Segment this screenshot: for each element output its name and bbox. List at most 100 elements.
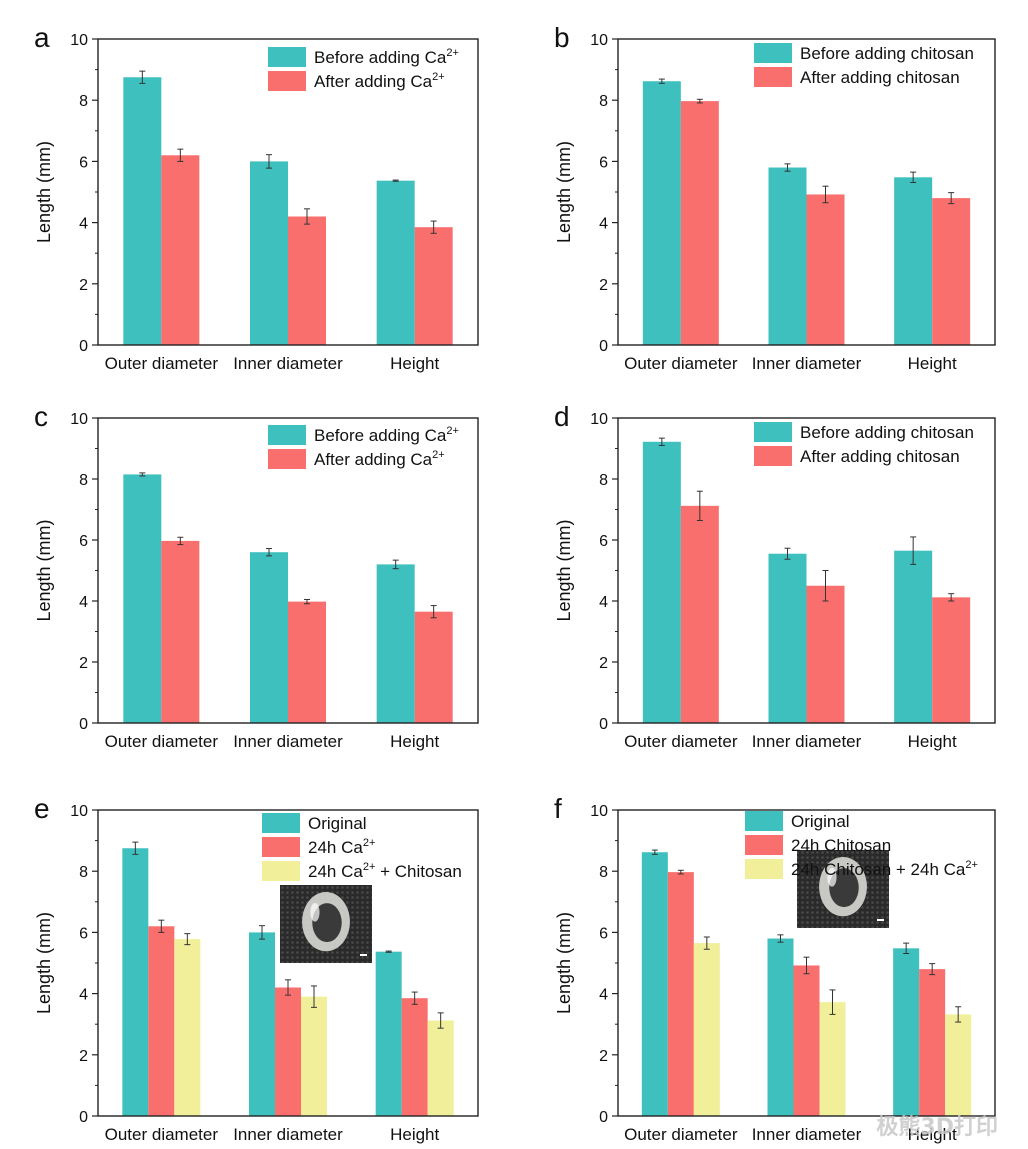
bar	[641, 852, 668, 1116]
y-tick-label: 8	[79, 864, 88, 881]
legend-label: Before adding chitosan	[800, 44, 974, 63]
bar	[122, 848, 149, 1116]
y-tick-label: 2	[79, 1048, 88, 1065]
bar	[768, 553, 807, 723]
chart-f: f 0 2 4 6 8 10 Length (mm) Outer diameter Inner d…	[554, 793, 996, 1144]
y-axis-label: Length (mm)	[34, 912, 54, 1014]
legend-swatch	[754, 43, 792, 63]
chart-b: b 0 2 4 6 8 10 Length (mm) Outer diameter Inner d…	[554, 22, 996, 373]
x-tick-label: Height	[908, 732, 957, 751]
bar	[427, 1020, 454, 1116]
y-tick-label: 8	[79, 472, 88, 489]
x-tick-label: Outer diameter	[105, 1125, 219, 1144]
y-axis-label: Length (mm)	[34, 141, 54, 243]
bar	[250, 161, 288, 345]
legend-swatch	[268, 449, 306, 469]
bar	[375, 951, 402, 1116]
y-tick-label: 0	[79, 1109, 88, 1126]
inset-photo	[797, 850, 889, 928]
y-tick-label: 10	[590, 32, 608, 49]
legend-swatch	[745, 811, 783, 831]
bar	[250, 552, 288, 723]
legend-label: After adding chitosan	[800, 68, 960, 87]
panel-label: e	[34, 793, 50, 824]
bar	[414, 611, 453, 723]
scale-bar	[877, 919, 884, 921]
y-tick-label: 10	[70, 32, 88, 49]
bar	[767, 938, 794, 1116]
chart-a: a 0 2 4 6 8 10 Length (mm) Outer diameter Inner d…	[34, 22, 479, 373]
x-tick-label: Outer diameter	[624, 1125, 738, 1144]
y-tick-label: 6	[79, 925, 88, 942]
bar	[919, 969, 946, 1116]
plot-frame	[97, 417, 479, 724]
x-tick-label: Outer diameter	[105, 354, 219, 373]
legend-label: After adding chitosan	[800, 447, 960, 466]
y-tick-label: 4	[79, 594, 88, 611]
y-tick-label: 6	[599, 154, 608, 171]
y-tick-label: 4	[79, 987, 88, 1004]
bar	[945, 1014, 972, 1116]
legend-label: 24h Chitosan	[791, 836, 891, 855]
y-tick-label: 2	[79, 277, 88, 294]
legend-swatch	[745, 859, 783, 879]
y-tick-label: 6	[599, 925, 608, 942]
bar	[667, 872, 694, 1116]
x-tick-label: Inner diameter	[752, 732, 862, 751]
bar	[806, 194, 845, 345]
bar	[301, 996, 327, 1116]
legend-label: 24h Ca2+	[308, 837, 375, 857]
panel-label: d	[554, 401, 570, 432]
legend-label: After adding Ca2+	[314, 71, 445, 91]
y-tick-label: 10	[590, 803, 608, 820]
bar	[288, 216, 326, 345]
y-tick-label: 4	[79, 216, 88, 233]
bar	[932, 597, 971, 723]
bar	[148, 926, 175, 1116]
panel-label: a	[34, 22, 50, 53]
y-tick-label: 4	[599, 987, 608, 1004]
y-tick-label: 0	[599, 338, 608, 355]
bar	[793, 965, 820, 1116]
x-tick-label: Inner diameter	[233, 732, 343, 751]
y-tick-label: 6	[599, 533, 608, 550]
y-tick-label: 6	[79, 154, 88, 171]
bar	[123, 474, 162, 723]
bar	[819, 1002, 846, 1116]
bar	[288, 601, 326, 723]
legend-swatch	[268, 47, 306, 67]
panel-label: c	[34, 401, 48, 432]
legend-swatch	[754, 446, 792, 466]
y-tick-label: 8	[599, 93, 608, 110]
y-tick-label: 2	[79, 655, 88, 672]
x-tick-label: Inner diameter	[233, 1125, 343, 1144]
y-tick-label: 8	[599, 864, 608, 881]
y-tick-label: 2	[599, 655, 608, 672]
y-axis-label: Length (mm)	[554, 519, 574, 621]
plot-frame	[97, 809, 479, 1117]
legend-label: 24h Chitosan + 24h Ca2+	[791, 859, 978, 879]
y-tick-label: 0	[79, 338, 88, 355]
y-tick-label: 10	[70, 411, 88, 428]
legend-swatch	[745, 835, 783, 855]
x-tick-label: Outer diameter	[624, 354, 738, 373]
bar	[642, 81, 681, 345]
panel-label: f	[554, 793, 562, 824]
legend-swatch	[262, 837, 300, 857]
legend-label: Original	[308, 814, 367, 833]
x-tick-label: Inner diameter	[233, 354, 343, 373]
y-tick-label: 10	[590, 411, 608, 428]
y-tick-label: 8	[599, 472, 608, 489]
ring-highlight	[310, 902, 320, 922]
bar	[893, 948, 920, 1116]
legend-label: Before adding Ca2+	[314, 47, 459, 67]
y-axis-label: Length (mm)	[34, 519, 54, 621]
y-tick-label: 8	[79, 93, 88, 110]
chart-e: e 0 2 4 6 8 10 Length (mm) Outer diameter Inner d…	[34, 793, 479, 1144]
ring-highlight	[827, 867, 837, 887]
x-tick-label: Height	[390, 732, 439, 751]
y-tick-label: 0	[79, 716, 88, 733]
legend-swatch	[268, 425, 306, 445]
ring-hole	[312, 903, 342, 943]
